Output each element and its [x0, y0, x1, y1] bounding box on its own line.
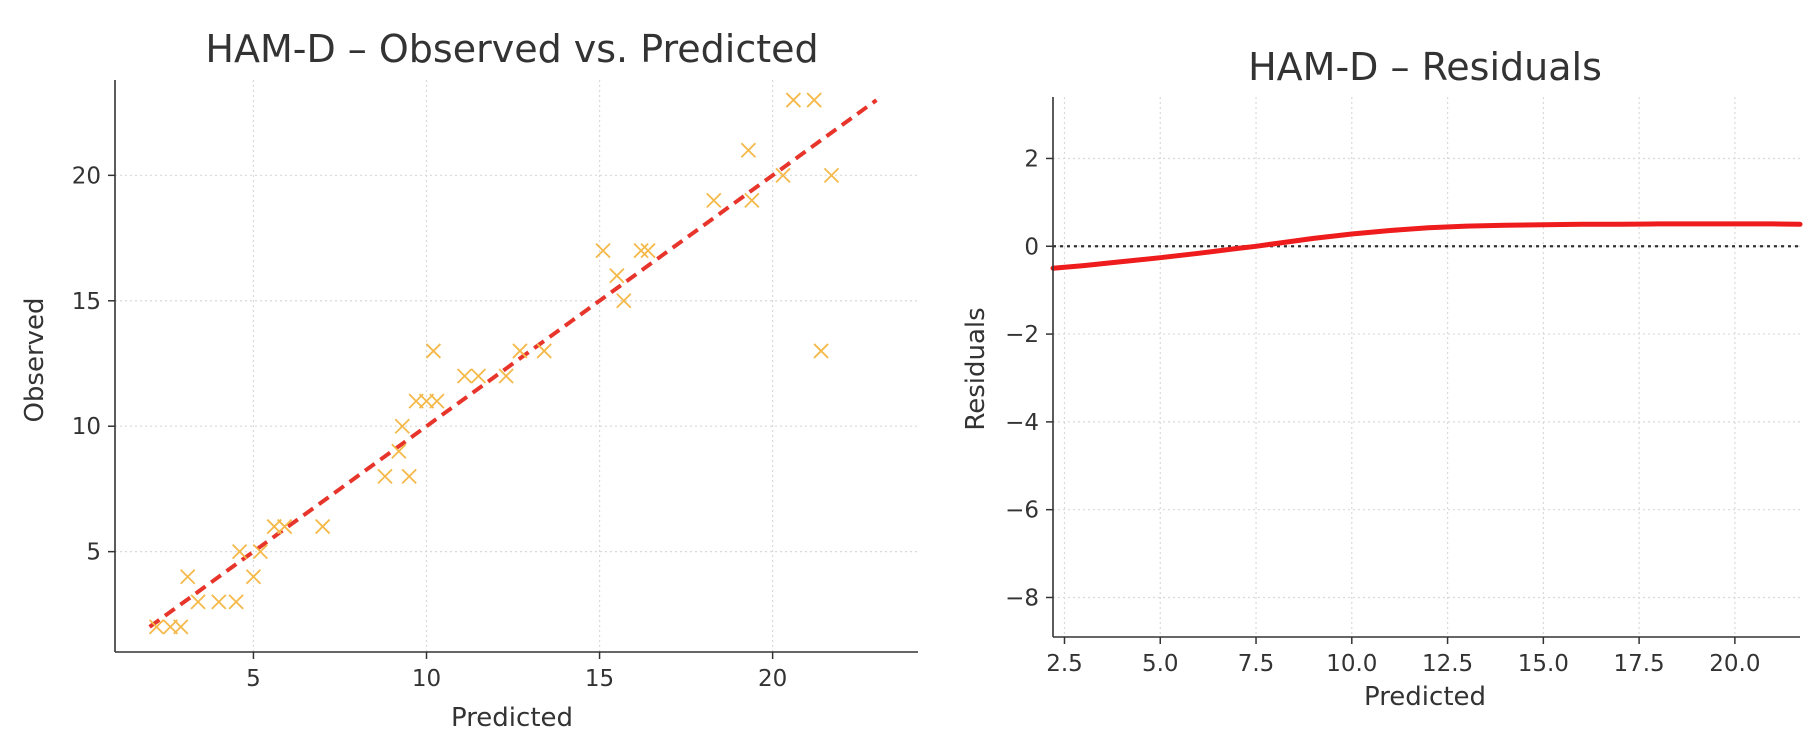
scatter-point [512, 343, 528, 359]
scatter-point [252, 544, 269, 560]
scatter-point [401, 468, 417, 485]
identity-reference-line [148, 98, 878, 629]
right-x-tick-label: 15.0 [1518, 651, 1569, 677]
left-reference-line-layer [148, 98, 878, 629]
right-x-tick-label: 12.5 [1422, 651, 1473, 677]
scatter-point [633, 242, 649, 259]
scatter-point [315, 518, 331, 535]
scatter-point [785, 92, 802, 108]
right-x-tick-labels: 2.5 5.0 7.5 10.0 12.5 15.0 17.5 20.0 [1046, 651, 1760, 677]
left-axes [108, 80, 918, 659]
right-x-tick-label: 7.5 [1238, 651, 1275, 677]
left-y-tick-label: 5 [86, 540, 101, 566]
scatter-point [536, 343, 552, 359]
left-y-tick-label: 10 [72, 414, 101, 440]
scatter-point [429, 393, 445, 409]
scatter-point [391, 443, 407, 459]
scatter-point [744, 192, 760, 209]
left-x-tick-labels: 5 10 15 20 [246, 666, 787, 692]
scatter-point [377, 468, 393, 485]
scatter-point [740, 142, 757, 158]
right-y-tick-label: 2 [1024, 146, 1039, 172]
residual-smooth-line [1050, 221, 1803, 271]
scatter-point [173, 619, 189, 635]
left-y-axis-label: Observed [20, 297, 50, 422]
right-y-tick-label: 0 [1024, 234, 1039, 260]
scatter-point [148, 619, 165, 635]
right-x-tick-label: 2.5 [1046, 651, 1083, 677]
left-y-tick-label: 20 [72, 163, 101, 189]
right-x-tick-label: 5.0 [1142, 651, 1179, 677]
right-y-tick-label: −6 [1005, 498, 1039, 524]
right-y-tick-labels: −8 −6 −4 −2 0 2 [1005, 146, 1039, 611]
scatter-point [211, 594, 227, 610]
scatter-point [498, 368, 514, 384]
scatter-point [706, 192, 722, 209]
scatter-point [394, 418, 410, 434]
left-x-axis-label: Predicted [451, 703, 573, 733]
right-y-axis-label: Residuals [961, 307, 991, 430]
left-x-tick-label: 15 [585, 666, 614, 692]
scatter-point [640, 242, 656, 259]
scatter-point [470, 368, 487, 384]
right-residual-series [1050, 221, 1803, 271]
scatter-point [231, 544, 248, 560]
left-x-tick-label: 10 [412, 666, 441, 692]
right-x-axis-label: Predicted [1364, 682, 1486, 712]
left-x-tick-label: 20 [758, 666, 787, 692]
right-axes [1046, 97, 1800, 644]
scatter-point [180, 569, 196, 585]
scatter-point [456, 368, 473, 384]
scatter-point [228, 594, 244, 610]
scatter-point [595, 242, 611, 259]
scatter-point [616, 293, 632, 309]
scatter-point [813, 343, 829, 359]
scatter-point [775, 167, 791, 183]
left-scatter-points [148, 92, 840, 635]
left-x-tick-label: 5 [246, 666, 261, 692]
right-y-tick-label: −8 [1005, 585, 1039, 611]
scatter-point [823, 167, 840, 183]
left-y-tick-labels: 5 10 15 20 [72, 163, 101, 565]
right-y-tick-label: −4 [1005, 410, 1039, 436]
scatter-point [609, 268, 625, 284]
observed-vs-predicted-chart: 5 10 15 20 5 10 15 20 HAM-D – Observed vs. Pre… [20, 27, 918, 733]
right-x-tick-label: 20.0 [1709, 651, 1760, 677]
left-chart-title: HAM-D – Observed vs. Predicted [205, 27, 818, 71]
right-y-tick-label: −2 [1005, 322, 1039, 348]
residuals-chart: 2.5 5.0 7.5 10.0 12.5 15.0 17.5 20.0 −8 −6 −4 −2 0 2… [961, 45, 1803, 712]
right-x-tick-label: 10.0 [1326, 651, 1377, 677]
right-gridlines [1053, 97, 1800, 637]
scatter-point [276, 518, 293, 535]
scatter-point [425, 343, 442, 359]
scatter-point [245, 569, 262, 585]
right-x-tick-label: 17.5 [1613, 651, 1664, 677]
left-y-tick-label: 15 [72, 289, 101, 315]
scatter-point [190, 594, 206, 610]
right-chart-title: HAM-D – Residuals [1248, 45, 1602, 89]
scatter-point [806, 92, 822, 108]
